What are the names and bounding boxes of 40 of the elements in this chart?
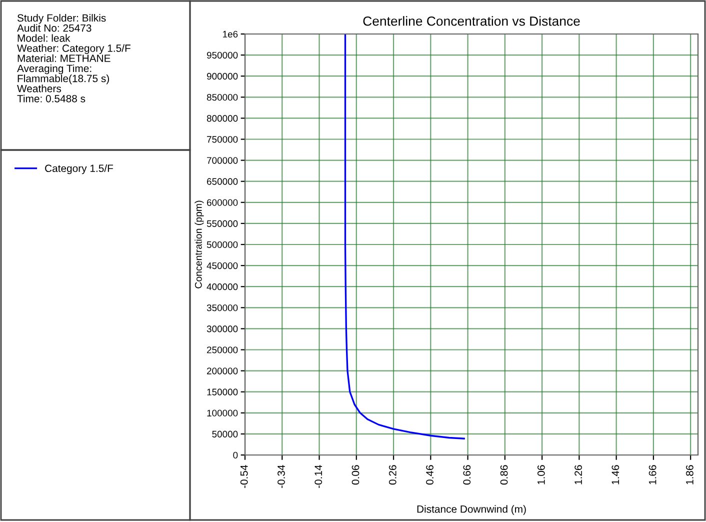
y-tick-label: 350000 — [206, 304, 238, 312]
x-tick-label: 1.46 — [612, 465, 620, 484]
y-tick-label: 250000 — [207, 346, 238, 354]
x-tick-label: 0.46 — [426, 465, 434, 485]
x-tick-label: 1.06 — [537, 465, 545, 484]
y-tick-label: 0 — [233, 452, 238, 459]
y-tick-label: 550000 — [206, 220, 238, 227]
y-tick-label: 600000 — [207, 199, 238, 206]
y-tick-label: 200000 — [207, 368, 238, 374]
x-tick-label: 0.06 — [352, 465, 360, 485]
x-tick-label: -0.14 — [314, 465, 322, 488]
y-tick-label: 150000 — [207, 388, 238, 396]
x-tick-label: 0.86 — [500, 465, 508, 485]
y-tick-label: 450000 — [206, 262, 238, 270]
y-tick-label: 500000 — [206, 241, 238, 248]
y-tick-label: 300000 — [206, 326, 238, 332]
text: Study Folder: Bilkis Audit No: 25473 Model: leak Weather: Category 1.5/F Material: METHANE Averaging Time: Flammable(18.75 s) Weathers Time: 0.5488 s — [17, 14, 130, 102]
x-tick-label: 1.26 — [574, 465, 582, 484]
line-series — [344, 34, 465, 440]
y-tick-label: 900000 — [206, 72, 238, 80]
y-tick-label: 1e6 — [223, 30, 238, 38]
chart-title: Centerline Concentration vs Distance — [363, 16, 580, 26]
y-tick-label: 700000 — [207, 157, 238, 164]
x-tick-label: -0.54 — [240, 465, 248, 488]
y-tick-label: 50000 — [212, 430, 238, 438]
x-tick-label: 1.86 — [686, 465, 694, 484]
x-tick-label: -0.34 — [278, 465, 285, 488]
x-tick-label: 0.26 — [388, 465, 396, 485]
legend-label: Category 1.5/F — [45, 164, 114, 174]
y-tick-label: 400000 — [206, 283, 238, 290]
y-tick-label: 850000 — [206, 94, 238, 101]
y-tick-label: 950000 — [206, 52, 238, 59]
y-tick-label: 650000 — [207, 178, 238, 185]
y-tick-label: 100000 — [207, 410, 238, 416]
y-tick-label: 750000 — [207, 136, 238, 143]
x-tick-label: 1.66 — [648, 465, 656, 484]
x-axis-title: Distance Downwind (m) — [417, 505, 526, 515]
x-tick-label: 0.66 — [463, 465, 471, 485]
y-axis-title: Concentration (ppm) — [194, 200, 204, 288]
y-tick-label: 800000 — [206, 115, 238, 122]
